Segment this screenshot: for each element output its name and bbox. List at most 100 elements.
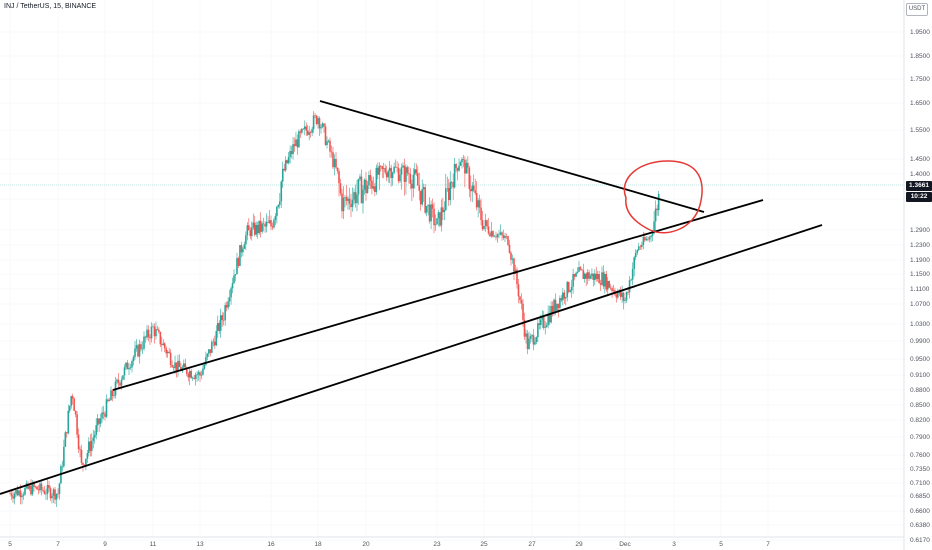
x-tick-label: 18 — [314, 541, 322, 548]
candle-body — [152, 326, 154, 328]
candle-body — [158, 329, 160, 332]
candle-body — [538, 323, 541, 326]
candle-body — [51, 495, 53, 499]
candle-body — [378, 165, 381, 175]
candle-body — [570, 286, 573, 291]
highlight-circle[interactable] — [623, 160, 703, 234]
x-tick-label: 5 — [719, 541, 723, 548]
candle-body — [123, 367, 126, 376]
candle-body — [129, 367, 132, 369]
candle-body — [617, 293, 619, 298]
y-tick-label: 1.1900 — [910, 257, 930, 264]
candle-body — [28, 485, 31, 489]
candle-body — [608, 280, 610, 288]
candle-body — [472, 185, 475, 191]
candle-body — [408, 173, 410, 175]
candle-body — [239, 245, 241, 266]
candle-body — [324, 126, 327, 146]
currency-badge[interactable]: USDT — [906, 3, 928, 16]
candle-body — [397, 167, 400, 182]
candle-body — [159, 331, 162, 345]
candle-body — [615, 294, 618, 298]
x-tick-label: 29 — [575, 541, 583, 548]
candle-body — [548, 313, 551, 323]
symbol-header[interactable]: INJ / TetherUS, 15, BINANCE — [4, 3, 97, 10]
candle-body — [271, 226, 274, 228]
candle-body — [249, 230, 252, 237]
candle-body — [493, 236, 496, 238]
candle-body — [270, 220, 272, 227]
candle-body — [452, 182, 454, 188]
candle-body — [341, 193, 343, 212]
candle-body — [382, 168, 385, 170]
candle-body — [388, 167, 391, 172]
candle-body — [22, 494, 25, 496]
candle-body — [648, 237, 651, 240]
candle-body — [581, 269, 583, 271]
candle-body — [339, 183, 342, 194]
candle-body — [88, 441, 90, 453]
candle-body — [517, 284, 520, 297]
candle-body — [184, 363, 187, 368]
candle-body — [12, 496, 14, 499]
candle-body — [172, 367, 175, 369]
candle-body — [471, 185, 474, 192]
candle-body — [312, 115, 315, 130]
candle-body — [262, 223, 265, 225]
candle-body — [344, 197, 346, 198]
candle-body — [54, 489, 56, 500]
candle-body — [556, 303, 558, 311]
candle-body — [317, 118, 319, 125]
candle-body — [95, 425, 97, 435]
x-axis-tick-labels: 5 7 9 11 13 16 18 20 23 25 27 29 Dec 3 5 7 — [8, 541, 770, 548]
candle-body — [601, 272, 603, 285]
candle-body — [161, 344, 163, 346]
candle-body — [532, 335, 535, 345]
candle-body — [268, 220, 271, 223]
candle-body — [333, 158, 336, 168]
y-tick-label: 0.9900 — [910, 338, 930, 345]
candle-body — [45, 493, 47, 495]
candle-body — [424, 187, 426, 213]
candle-body — [368, 175, 370, 186]
candle-body — [64, 432, 67, 447]
candle-body — [369, 175, 372, 181]
candle-body — [442, 207, 444, 213]
candle-body — [86, 452, 89, 459]
candle-body — [293, 144, 296, 147]
candle-body — [445, 188, 447, 210]
candle-body — [199, 372, 201, 376]
candle-body — [233, 275, 235, 284]
candle-body — [206, 353, 209, 357]
candle-body — [15, 490, 17, 494]
candle-body — [403, 165, 406, 182]
candle-body — [122, 375, 124, 380]
candle-body — [117, 379, 120, 384]
candle-body — [178, 360, 181, 368]
candle-body — [149, 337, 151, 339]
candle-body — [567, 281, 570, 292]
candle-body — [467, 162, 469, 168]
candle-body — [101, 412, 103, 419]
trendline-descending[interactable] — [319, 100, 705, 213]
candle-body — [434, 224, 437, 226]
trendline-channel-lower[interactable] — [0, 224, 823, 495]
candle-body — [379, 165, 382, 167]
candle-body — [191, 377, 194, 379]
candle-body — [332, 152, 334, 168]
trendline-channel-upper[interactable] — [112, 199, 764, 391]
candle-body — [474, 190, 476, 194]
candle-body — [318, 118, 321, 129]
candle-body — [70, 396, 73, 406]
candle-body — [258, 220, 260, 234]
candle-body — [125, 362, 127, 368]
candle-body — [138, 344, 141, 357]
candle-body — [501, 232, 503, 236]
candle-body — [496, 234, 499, 238]
candle-body — [135, 345, 138, 349]
candle-body — [83, 464, 86, 466]
y-tick-label: 1.4500 — [910, 156, 930, 163]
candle-body — [461, 159, 463, 163]
candle-body — [504, 236, 506, 239]
